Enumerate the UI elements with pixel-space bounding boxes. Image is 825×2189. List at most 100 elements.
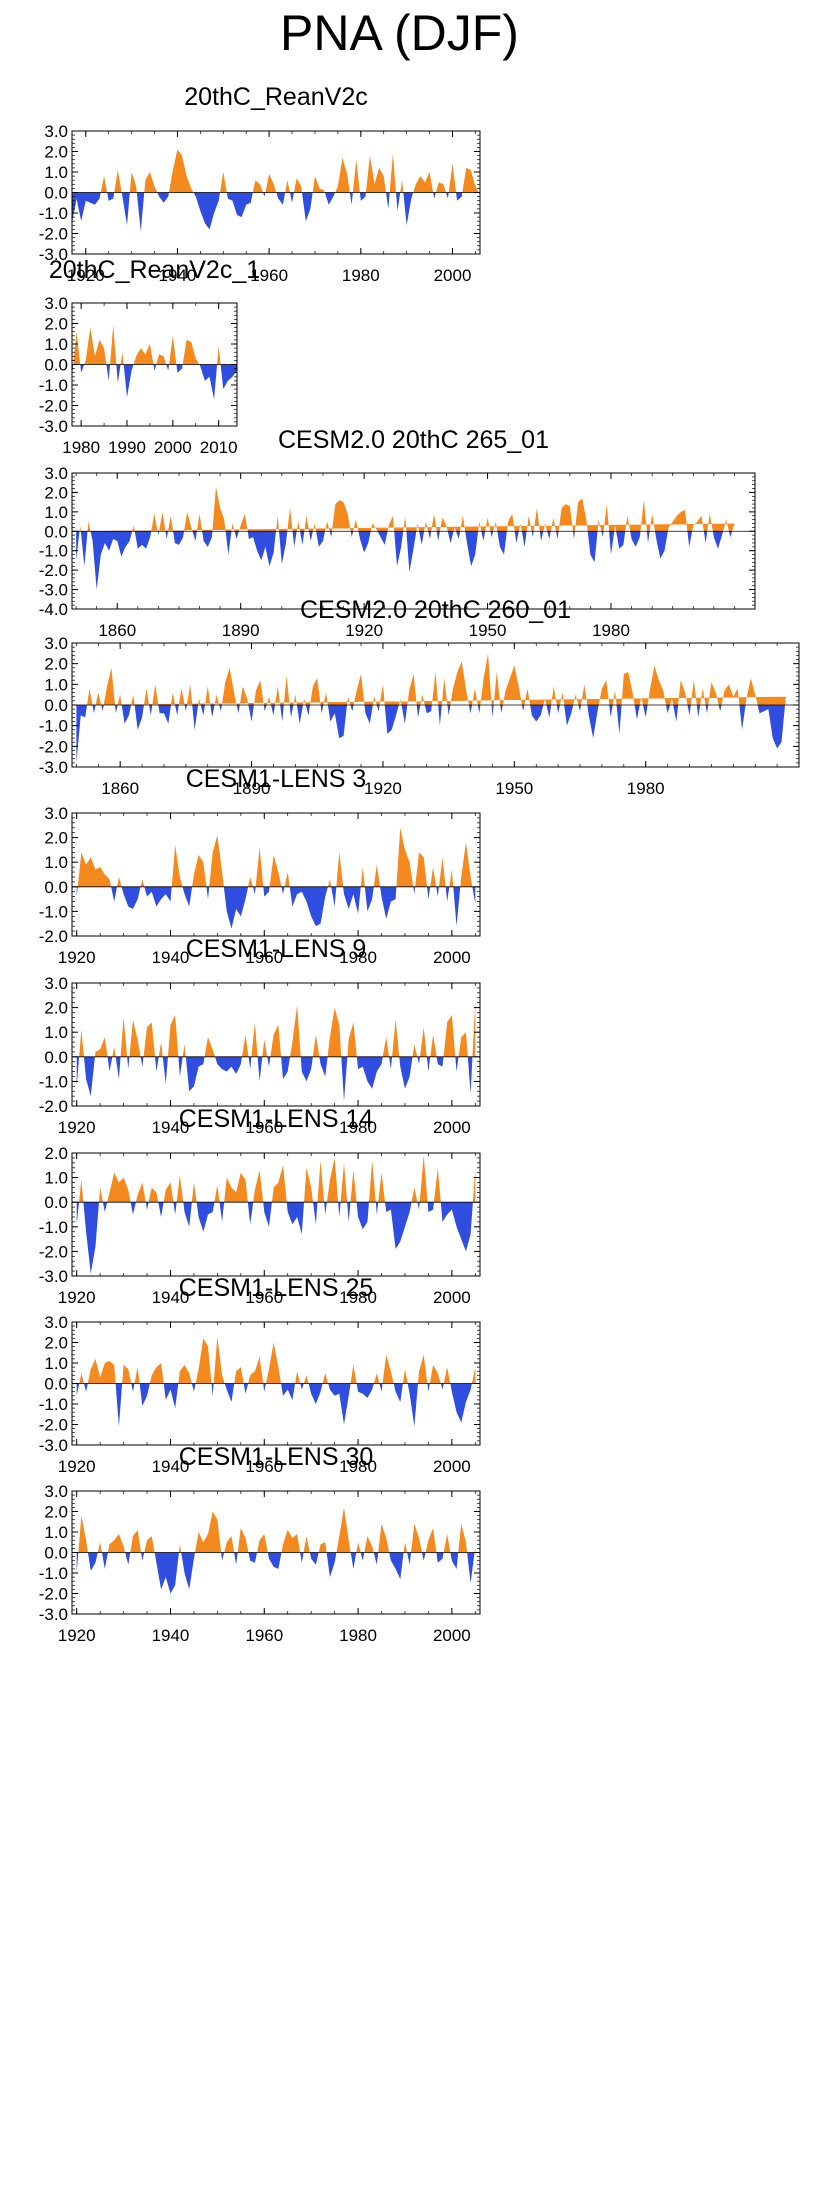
positive-area: [72, 149, 480, 193]
x-tick-label: 2000: [433, 1288, 471, 1307]
x-tick-label: 1980: [627, 779, 665, 798]
chart-title: 20thC_ReanV2c_1: [49, 256, 260, 284]
x-tick-label: 1940: [152, 1457, 190, 1476]
chart-title: CESM1-LENS 30: [179, 1443, 374, 1471]
panel-cesm1-lens-9: CESM1-LENS 9 3.0 2.0 1.0 0.0 -1.0 -2.0 1920 1940…: [0, 915, 510, 1148]
chart-svg: CESM2.0 20thC 265_01 3.02.01.00.0-1.0-2.0…: [39, 426, 756, 640]
chart-title: CESM1-LENS 9: [186, 935, 367, 963]
x-tick-label: 1960: [245, 1626, 283, 1645]
y-tick-label: -2.0: [39, 397, 68, 416]
chart-svg: CESM1-LENS 30 3.0 2.01.0 0.0-1.0 -2.0-3.0 192…: [39, 1443, 481, 1645]
x-tick-label: 1920: [58, 1118, 96, 1137]
y-tick-label: -2.0: [39, 1097, 68, 1116]
series-area: [72, 1000, 480, 1102]
negative-area: [76, 1202, 476, 1274]
positive-area: [76, 827, 476, 887]
y-tick-label: 2.0: [44, 1503, 68, 1522]
x-tick-label: 1940: [152, 948, 190, 967]
y-tick-label: -1.0: [39, 204, 68, 223]
y-tick-label: 0.0: [44, 184, 68, 203]
positive-area: [76, 1000, 476, 1057]
y-tick-label: 1.0: [44, 1023, 68, 1042]
chart-svg: CESM2.0 20thC 260_01 3.0 2.01.0 0.0 -1.0-2.0…: [39, 596, 800, 798]
panel-cesm2-265-01: CESM2.0 20thC 265_01 3.0 2.0 1.0 0.0 -1.0 -2.0…: [0, 405, 785, 651]
y-tick-label: 1.0: [44, 335, 68, 354]
y-tick-label: 0.0: [44, 1193, 68, 1212]
positive-area: [76, 653, 786, 705]
x-tick-label: 1920: [58, 1288, 96, 1307]
y-tick-label: -2.0: [39, 1585, 68, 1604]
x-tick-label: 1960: [245, 1457, 283, 1476]
panel-20thc-reanv2c-1: 20thC_ReanV2c_1 3.0 2.0 1.0 0.0 -1.0 -2.0 -3.0 1…: [0, 236, 500, 468]
y-tick-label: -3.0: [39, 1436, 68, 1455]
chart-svg: 20thC_ReanV2c 3.0 2.01.0 0.0-1.0 -2.0-3.0 192…: [39, 83, 481, 285]
chart-svg: 20thC_ReanV2c_1 3.0 2.01.0 0.0-1.0 -2.0-3.0 1…: [39, 256, 260, 457]
y-tick-label: 1.0: [44, 1354, 68, 1373]
y-tick-label: 2.0: [44, 1144, 68, 1163]
x-tick-label: 1980: [342, 266, 380, 285]
y-tick-label: 0.0: [44, 1048, 68, 1067]
x-tick-label: 1980: [339, 1118, 377, 1137]
x-tick-label: 1980: [339, 948, 377, 967]
positive-area: [76, 1155, 476, 1203]
x-tick-label: 1980: [339, 1626, 377, 1645]
y-tick-label: 0.0: [44, 522, 68, 541]
x-tick-label: 1960: [245, 1288, 283, 1307]
y-tick-label: 0.0: [44, 1375, 68, 1394]
chart-title: CESM1-LENS 14: [179, 1105, 374, 1133]
chart-title: CESM1-LENS 3: [186, 765, 367, 793]
chart-svg: CESM1-LENS 3 3.0 2.0 1.0 0.0 -1.0 -2.0 1920 1940…: [39, 765, 481, 967]
y-tick-label: 3.0: [44, 634, 68, 653]
positive-area: [76, 486, 735, 532]
plot-frame: [71, 472, 756, 610]
x-tick-label: 1980: [339, 1288, 377, 1307]
y-tick-label: -1.0: [39, 902, 68, 921]
x-tick-label: 1890: [233, 779, 271, 798]
panel-cesm1-lens-30: CESM1-LENS 30 3.0 2.0 1.0 0.0 -1.0 -2.0 -3.0 192…: [0, 1423, 510, 1656]
y-tick-label: -1.0: [39, 542, 68, 561]
y-tick-label: -1.0: [39, 1395, 68, 1414]
y-tick-label: 2.0: [44, 1334, 68, 1353]
x-tick-label: 2000: [434, 266, 472, 285]
y-tick-label: 0.0: [44, 1544, 68, 1563]
x-tick-label: 1920: [58, 1626, 96, 1645]
x-tick-label: 1920: [67, 266, 105, 285]
plot-frame: [71, 982, 481, 1107]
y-tick-label: 3.0: [44, 804, 68, 823]
panel-cesm1-lens-3: CESM1-LENS 3 3.0 2.0 1.0 0.0 -1.0 -2.0 1920 1940…: [0, 745, 510, 978]
x-tick-label: 2000: [433, 948, 471, 967]
x-tick-label: 1860: [98, 621, 136, 640]
chart-title: 20thC_ReanV2c: [184, 83, 367, 111]
positive-area: [72, 325, 237, 365]
main-title-text: PNA (DJF): [280, 5, 519, 61]
x-tick-label: 1980: [339, 1457, 377, 1476]
y-tick-label: -1.0: [39, 1218, 68, 1237]
series-area: [72, 1507, 480, 1594]
y-tick-label: -2.0: [39, 225, 68, 244]
series-area: [72, 486, 755, 590]
plot-frame: [71, 1152, 481, 1277]
x-tick-label: 1980: [62, 438, 100, 457]
y-tick-label: 2.0: [44, 655, 68, 674]
y-tick-label: -1.0: [39, 1072, 68, 1091]
y-tick-label: 2.0: [44, 829, 68, 848]
y-tick-label: -2.0: [39, 737, 68, 756]
y-tick-label: -3.0: [39, 245, 68, 264]
y-tick-label: -4.0: [39, 600, 68, 619]
series-area: [72, 653, 799, 763]
y-tick-label: -1.0: [39, 376, 68, 395]
y-tick-label: 0.0: [44, 878, 68, 897]
y-tick-label: 2.0: [44, 143, 68, 162]
x-tick-label: 1940: [159, 266, 197, 285]
y-tick-label: 1.0: [44, 163, 68, 182]
y-tick-label: -3.0: [39, 417, 68, 436]
x-tick-label: 1940: [152, 1288, 190, 1307]
y-tick-label: -2.0: [39, 561, 68, 580]
x-tick-label: 1980: [592, 621, 630, 640]
x-tick-label: 1990: [108, 438, 146, 457]
y-tick-label: -3.0: [39, 1605, 68, 1624]
x-tick-label: 2000: [433, 1626, 471, 1645]
y-tick-label: 2.0: [44, 483, 68, 502]
y-tick-label: 3.0: [44, 974, 68, 993]
y-tick-label: -1.0: [39, 717, 68, 736]
